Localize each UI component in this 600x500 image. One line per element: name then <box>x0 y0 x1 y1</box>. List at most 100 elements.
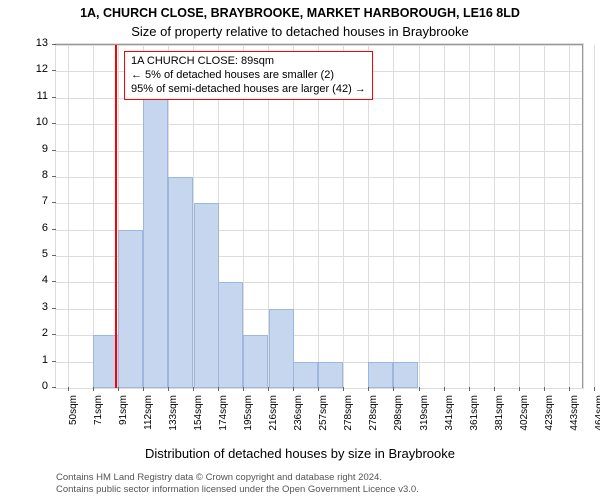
x-tick-mark <box>243 387 244 391</box>
x-tick-mark <box>68 387 69 391</box>
x-tick-mark <box>368 387 369 391</box>
annotation-box: 1A CHURCH CLOSE: 89sqm← 5% of detached h… <box>124 51 373 100</box>
x-tick-label: 402sqm <box>519 395 530 445</box>
footnote-line1: Contains HM Land Registry data © Crown c… <box>56 472 382 483</box>
x-tick-label: 423sqm <box>544 395 555 445</box>
y-tick-label: 2 <box>28 327 48 339</box>
x-tick-label: 464sqm <box>594 395 600 445</box>
annotation-line3: 95% of semi-detached houses are larger (… <box>131 83 366 97</box>
annotation-line1: 1A CHURCH CLOSE: 89sqm <box>131 55 366 69</box>
x-tick-mark <box>444 387 445 391</box>
y-tick-label: 11 <box>28 90 48 102</box>
chart-container: 1A, CHURCH CLOSE, BRAYBROOKE, MARKET HAR… <box>0 0 600 500</box>
x-tick-mark <box>544 387 545 391</box>
x-tick-mark <box>594 387 595 391</box>
histogram-bar <box>168 177 193 388</box>
histogram-bar <box>218 282 243 388</box>
x-tick-mark <box>519 387 520 391</box>
histogram-bar <box>194 203 219 388</box>
histogram-bar <box>269 309 294 388</box>
x-tick-mark <box>168 387 169 391</box>
x-tick-label: 319sqm <box>419 395 430 445</box>
y-tick-mark <box>52 202 56 203</box>
x-tick-mark <box>118 387 119 391</box>
plot-area: 1A CHURCH CLOSE: 89sqm← 5% of detached h… <box>56 44 583 388</box>
x-tick-label: 71sqm <box>93 395 104 445</box>
x-tick-mark <box>143 387 144 391</box>
y-tick-label: 4 <box>28 274 48 286</box>
x-tick-label: 381sqm <box>494 395 505 445</box>
gridline-v <box>469 45 470 388</box>
x-tick-label: 195sqm <box>243 395 254 445</box>
histogram-bar <box>243 335 268 388</box>
gridline-v <box>519 45 520 388</box>
y-tick-mark <box>52 334 56 335</box>
x-tick-mark <box>193 387 194 391</box>
gridline-v <box>419 45 420 388</box>
footnote: Contains HM Land Registry data © Crown c… <box>56 472 590 496</box>
x-tick-label: 278sqm <box>368 395 379 445</box>
x-tick-label: 133sqm <box>168 395 179 445</box>
y-tick-label: 8 <box>28 169 48 181</box>
y-tick-mark <box>52 387 56 388</box>
y-tick-mark <box>52 150 56 151</box>
y-tick-mark <box>52 281 56 282</box>
y-tick-label: 6 <box>28 222 48 234</box>
x-tick-mark <box>469 387 470 391</box>
x-tick-label: 174sqm <box>218 395 229 445</box>
x-tick-label: 112sqm <box>143 395 154 445</box>
histogram-bar <box>368 362 393 388</box>
x-tick-label: 257sqm <box>318 395 329 445</box>
y-tick-mark <box>52 176 56 177</box>
x-tick-mark <box>343 387 344 391</box>
histogram-bar <box>293 362 318 388</box>
y-tick-label: 12 <box>28 63 48 75</box>
y-tick-label: 7 <box>28 195 48 207</box>
y-tick-mark <box>52 97 56 98</box>
y-tick-mark <box>52 70 56 71</box>
gridline-v <box>444 45 445 388</box>
y-tick-mark <box>52 123 56 124</box>
y-tick-label: 10 <box>28 116 48 128</box>
y-tick-label: 1 <box>28 354 48 366</box>
histogram-bar <box>393 362 418 388</box>
histogram-bar <box>318 362 343 388</box>
gridline-v <box>494 45 495 388</box>
x-tick-mark <box>293 387 294 391</box>
y-tick-label: 0 <box>28 380 48 392</box>
x-tick-label: 278sqm <box>343 395 354 445</box>
x-tick-mark <box>218 387 219 391</box>
gridline-v <box>68 45 69 388</box>
x-tick-mark <box>268 387 269 391</box>
x-tick-mark <box>393 387 394 391</box>
y-tick-label: 5 <box>28 248 48 260</box>
y-tick-mark <box>52 255 56 256</box>
histogram-bar <box>143 98 168 388</box>
gridline-v <box>594 45 595 388</box>
y-tick-label: 13 <box>28 37 48 49</box>
x-tick-label: 216sqm <box>268 395 279 445</box>
x-tick-mark <box>419 387 420 391</box>
chart-title-line2: Size of property relative to detached ho… <box>0 24 600 39</box>
x-tick-label: 154sqm <box>193 395 204 445</box>
x-tick-label: 361sqm <box>469 395 480 445</box>
x-tick-label: 443sqm <box>569 395 580 445</box>
x-tick-mark <box>318 387 319 391</box>
gridline-v <box>544 45 545 388</box>
histogram-bar <box>118 230 143 388</box>
x-axis-label: Distribution of detached houses by size … <box>0 446 600 461</box>
x-tick-label: 236sqm <box>293 395 304 445</box>
x-tick-mark <box>494 387 495 391</box>
x-tick-label: 91sqm <box>118 395 129 445</box>
y-tick-label: 3 <box>28 301 48 313</box>
gridline-v <box>569 45 570 388</box>
gridline-v <box>393 45 394 388</box>
x-tick-mark <box>93 387 94 391</box>
y-tick-mark <box>52 44 56 45</box>
y-tick-mark <box>52 361 56 362</box>
y-tick-mark <box>52 229 56 230</box>
chart-title-line1: 1A, CHURCH CLOSE, BRAYBROOKE, MARKET HAR… <box>0 6 600 20</box>
annotation-line2: ← 5% of detached houses are smaller (2) <box>131 69 366 83</box>
x-tick-label: 298sqm <box>393 395 404 445</box>
footnote-line2: Contains public sector information licen… <box>56 484 419 495</box>
